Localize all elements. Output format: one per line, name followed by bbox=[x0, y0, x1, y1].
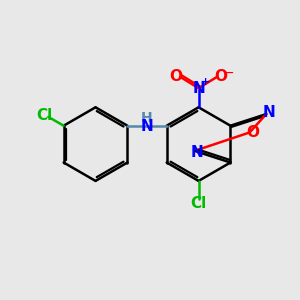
Text: Cl: Cl bbox=[36, 108, 52, 123]
Text: N: N bbox=[190, 145, 203, 160]
Text: +: + bbox=[201, 77, 211, 87]
Text: −: − bbox=[224, 68, 234, 78]
Text: Cl: Cl bbox=[190, 196, 207, 211]
Text: O: O bbox=[214, 69, 227, 84]
Text: N: N bbox=[140, 119, 153, 134]
Text: O: O bbox=[247, 125, 260, 140]
Text: N: N bbox=[262, 105, 275, 120]
Text: O: O bbox=[169, 69, 182, 84]
Text: H: H bbox=[141, 111, 152, 125]
Text: N: N bbox=[192, 81, 205, 96]
